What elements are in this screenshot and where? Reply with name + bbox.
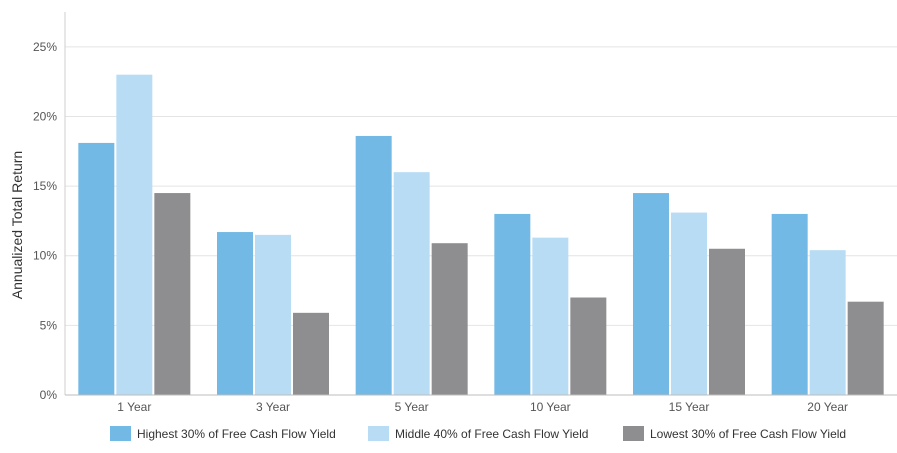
x-tick-label: 1 Year [117,400,151,414]
y-tick-label: 25% [33,40,57,54]
y-axis-title: Annualized Total Return [9,151,25,299]
x-tick-label: 15 Year [669,400,710,414]
y-tick-label: 20% [33,109,57,123]
y-tick-label: 0% [40,388,58,402]
bar [116,74,153,395]
bar [570,297,607,395]
y-axis: 0% 5% 10% 15% 20% 25% [33,12,66,402]
legend-swatch [368,426,389,441]
bar [532,237,569,395]
bar [809,250,846,395]
bar [431,243,468,395]
bars [78,74,884,395]
legend-swatch [110,426,131,441]
legend: Highest 30% of Free Cash Flow Yield Middl… [110,426,846,441]
bar [633,193,669,395]
y-tick-label: 5% [40,318,58,332]
y-tick-label: 15% [33,179,57,193]
bar [393,172,430,395]
legend-label: Highest 30% of Free Cash Flow Yield [137,427,336,441]
bar [355,135,392,395]
bar [255,234,291,395]
bar [217,232,253,395]
gridlines [65,46,897,326]
x-axis: 1 Year 3 Year 5 Year 10 Year 15 Year 20 Year [65,394,897,414]
bar [494,213,531,395]
x-tick-label: 10 Year [530,400,571,414]
bar [154,193,191,395]
bar [709,248,745,395]
legend-label: Middle 40% of Free Cash Flow Yield [395,427,588,441]
legend-label: Lowest 30% of Free Cash Flow Yield [650,427,846,441]
x-tick-label: 5 Year [395,400,429,414]
legend-swatch [623,426,644,441]
bar [78,142,115,395]
x-tick-label: 20 Year [807,400,848,414]
bar [847,301,884,395]
bar [293,312,329,395]
bar [771,213,808,395]
bar [671,212,707,395]
x-tick-label: 3 Year [256,400,290,414]
y-tick-label: 10% [33,249,57,263]
